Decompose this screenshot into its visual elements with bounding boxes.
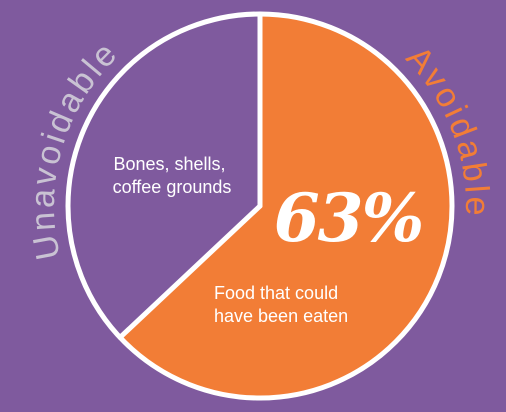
pie-slice-avoidable xyxy=(120,14,453,398)
slice-description-avoidable: Food that could have been eaten xyxy=(214,283,348,326)
data-label-avoidable-percent: 63% xyxy=(274,179,423,257)
slice-divider-bottom xyxy=(117,203,263,340)
pie-slice-unavoidable xyxy=(68,14,261,338)
slice-description-unavoidable: Bones, shells, coffee grounds xyxy=(113,154,232,197)
